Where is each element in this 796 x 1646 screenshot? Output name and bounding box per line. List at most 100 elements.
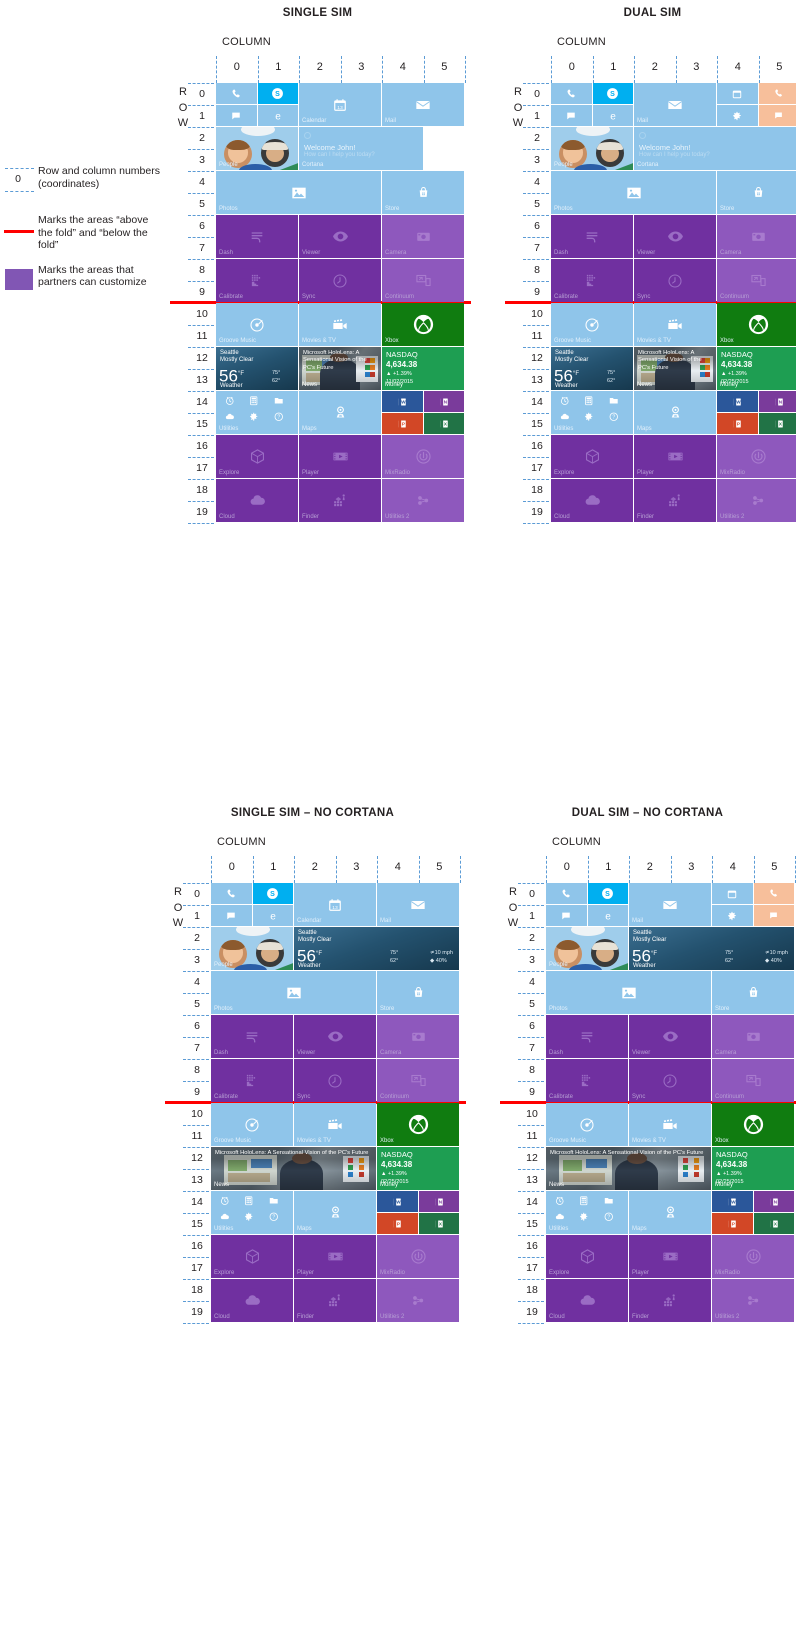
- tile-news[interactable]: Microsoft HoloLens: A Sensational Vision…: [634, 347, 716, 390]
- tile-dash[interactable]: Dash: [546, 1015, 628, 1058]
- tile-messaging-sim2[interactable]: [753, 905, 794, 926]
- tile-xbox[interactable]: Xbox: [712, 1103, 794, 1146]
- tile-mixradio[interactable]: MixRadio: [717, 435, 796, 478]
- tile-mail[interactable]: Mail: [377, 883, 459, 926]
- tile-calendar-small[interactable]: [717, 83, 758, 104]
- tile-dash[interactable]: Dash: [551, 215, 633, 258]
- tile-excel[interactable]: X: [418, 1213, 459, 1234]
- tile-skype[interactable]: S: [252, 883, 293, 904]
- tile-cortana[interactable]: Welcome John! How can I help you today? C…: [299, 127, 423, 170]
- tile-player[interactable]: Player: [629, 1235, 711, 1278]
- tile-phone[interactable]: [211, 883, 252, 904]
- tile-mixradio[interactable]: MixRadio: [382, 435, 464, 478]
- tile-messaging-sim2[interactable]: [758, 105, 796, 126]
- tile-edge[interactable]: e: [587, 905, 628, 926]
- tile-powerpoint[interactable]: P: [382, 413, 423, 434]
- tile-news[interactable]: Microsoft HoloLens: A Sensational Vision…: [211, 1147, 376, 1190]
- tile-utilities-2[interactable]: Utilities 2: [377, 1279, 459, 1322]
- tile-store[interactable]: Store: [377, 971, 459, 1014]
- tile-camera[interactable]: Camera: [712, 1015, 794, 1058]
- tile-calendar[interactable]: 13 Calendar: [299, 83, 381, 126]
- tile-weather[interactable]: Seattle Mostly Clear 56°F 75° 62° Weather: [551, 347, 633, 390]
- tile-weather-wide[interactable]: Seattle Mostly Clear 56°F 75° 62° ≄10 mph ◆…: [294, 927, 459, 970]
- tile-explore[interactable]: Explore: [551, 435, 633, 478]
- tile-excel[interactable]: X: [423, 413, 464, 434]
- tile-phone-sim2[interactable]: [753, 883, 794, 904]
- tile-continuum[interactable]: Continuum: [377, 1059, 459, 1102]
- tile-cloud[interactable]: Cloud: [211, 1279, 293, 1322]
- tile-xbox[interactable]: Xbox: [382, 303, 464, 346]
- tile-maps[interactable]: Maps: [629, 1191, 711, 1234]
- tile-finder[interactable]: Finder: [634, 479, 716, 522]
- tile-excel[interactable]: X: [758, 413, 796, 434]
- tile-groove[interactable]: Groove Music: [551, 303, 633, 346]
- tile-continuum[interactable]: Continuum: [717, 259, 796, 302]
- tile-mail[interactable]: Mail: [629, 883, 711, 926]
- tile-messaging[interactable]: [546, 905, 587, 926]
- tile-maps[interactable]: Maps: [634, 391, 716, 434]
- tile-money[interactable]: NASDAQ 4,634.38 ▲ +1.39% 02/25/2015 Mone…: [377, 1147, 459, 1190]
- tile-groove[interactable]: Groove Music: [216, 303, 298, 346]
- tile-calibrate[interactable]: Calibrate: [546, 1059, 628, 1102]
- tile-powerpoint[interactable]: P: [712, 1213, 753, 1234]
- tile-cloud[interactable]: Cloud: [216, 479, 298, 522]
- tile-people[interactable]: People: [211, 927, 293, 970]
- tile-word[interactable]: W: [717, 391, 758, 412]
- tile-mixradio[interactable]: MixRadio: [712, 1235, 794, 1278]
- tile-phone[interactable]: [546, 883, 587, 904]
- tile-messaging[interactable]: [216, 105, 257, 126]
- tile-viewer[interactable]: Viewer: [294, 1015, 376, 1058]
- tile-word[interactable]: W: [712, 1191, 753, 1212]
- tile-people[interactable]: People: [546, 927, 628, 970]
- tile-people[interactable]: People: [216, 127, 298, 170]
- tile-weather-wide[interactable]: Seattle Mostly Clear 56°F 75° 62° ≄10 mph ◆…: [629, 927, 794, 970]
- tile-movies[interactable]: Movies & TV: [634, 303, 716, 346]
- tile-cloud[interactable]: Cloud: [551, 479, 633, 522]
- tile-utilities-2[interactable]: Utilities 2: [712, 1279, 794, 1322]
- tile-sync[interactable]: Sync: [299, 259, 381, 302]
- tile-skype[interactable]: S: [257, 83, 298, 104]
- tile-messaging[interactable]: [211, 905, 252, 926]
- tile-money[interactable]: NASDAQ 4,634.38 ▲ +1.39% 02/25/2015 Mone…: [717, 347, 796, 390]
- tile-camera[interactable]: Camera: [382, 215, 464, 258]
- tile-explore[interactable]: Explore: [216, 435, 298, 478]
- tile-onenote[interactable]: N: [753, 1191, 794, 1212]
- tile-xbox[interactable]: Xbox: [717, 303, 796, 346]
- tile-player[interactable]: Player: [634, 435, 716, 478]
- tile-calendar[interactable]: 13 Calendar: [294, 883, 376, 926]
- tile-explore[interactable]: Explore: [546, 1235, 628, 1278]
- tile-player[interactable]: Player: [294, 1235, 376, 1278]
- tile-skype[interactable]: S: [592, 83, 633, 104]
- tile-settings[interactable]: [712, 905, 753, 926]
- tile-word[interactable]: W: [377, 1191, 418, 1212]
- tile-money[interactable]: NASDAQ 4,634.38 ▲ +1.39% 02/25/2015 Mone…: [712, 1147, 794, 1190]
- tile-movies[interactable]: Movies & TV: [299, 303, 381, 346]
- tile-sync[interactable]: Sync: [634, 259, 716, 302]
- tile-utilities-2[interactable]: Utilities 2: [717, 479, 796, 522]
- tile-store[interactable]: Store: [712, 971, 794, 1014]
- tile-finder[interactable]: Finder: [629, 1279, 711, 1322]
- tile-dash[interactable]: Dash: [211, 1015, 293, 1058]
- tile-onenote[interactable]: N: [423, 391, 464, 412]
- tile-player[interactable]: Player: [299, 435, 381, 478]
- tile-news[interactable]: Microsoft HoloLens: A Sensational Vision…: [546, 1147, 711, 1190]
- tile-news[interactable]: Microsoft HoloLens: A Sensational Vision…: [299, 347, 381, 390]
- tile-maps[interactable]: Maps: [294, 1191, 376, 1234]
- tile-powerpoint[interactable]: P: [377, 1213, 418, 1234]
- tile-mixradio[interactable]: MixRadio: [377, 1235, 459, 1278]
- tile-skype[interactable]: S: [587, 883, 628, 904]
- tile-calendar-small[interactable]: [712, 883, 753, 904]
- tile-cortana[interactable]: Welcome John! How can I help you today? C…: [634, 127, 796, 170]
- tile-maps[interactable]: Maps: [299, 391, 381, 434]
- tile-utilities[interactable]: ? Utilities: [211, 1191, 293, 1234]
- tile-phone[interactable]: [551, 83, 592, 104]
- tile-mail[interactable]: Mail: [634, 83, 716, 126]
- tile-explore[interactable]: Explore: [211, 1235, 293, 1278]
- tile-onenote[interactable]: N: [418, 1191, 459, 1212]
- tile-continuum[interactable]: Continuum: [382, 259, 464, 302]
- tile-powerpoint[interactable]: P: [717, 413, 758, 434]
- tile-movies[interactable]: Movies & TV: [629, 1103, 711, 1146]
- tile-photos[interactable]: Photos: [211, 971, 376, 1014]
- tile-utilities[interactable]: ? Utilities: [546, 1191, 628, 1234]
- tile-utilities[interactable]: ? Utilities: [551, 391, 633, 434]
